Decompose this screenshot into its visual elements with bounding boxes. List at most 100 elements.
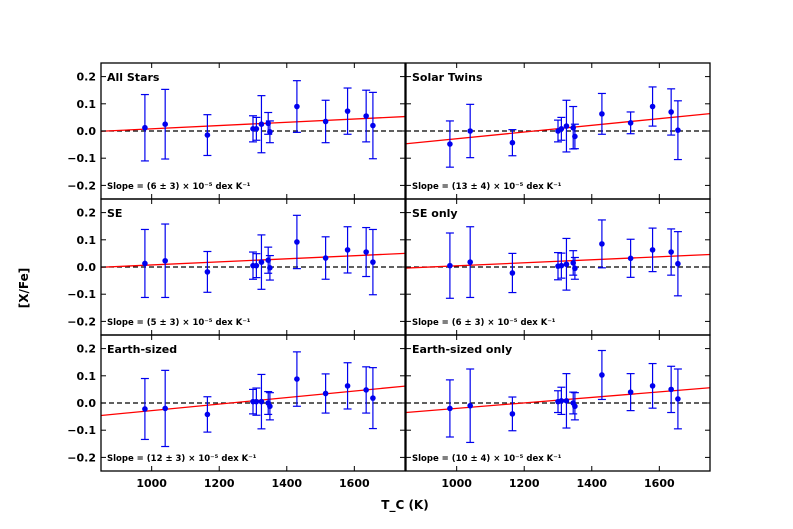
data-point: [322, 390, 329, 397]
data-point: [447, 405, 453, 412]
x-tick-label: 1400: [271, 477, 302, 490]
data-point: [204, 269, 211, 275]
panel-data: [101, 214, 405, 299]
data-point: [258, 121, 265, 127]
y-tick-label: 0.2: [77, 71, 97, 84]
data-point: [363, 387, 369, 393]
data-point: [267, 403, 273, 410]
y-tick-label: 0.2: [77, 207, 97, 220]
data-point: [467, 402, 473, 409]
y-tick-label: 0.0: [77, 397, 97, 410]
data-point: [668, 249, 674, 255]
data-point: [162, 257, 168, 264]
slope-annotation: Slope = (6 ± 3) × 10⁻⁵ dex K⁻¹: [107, 182, 251, 192]
panel: 1000 1200 1400 1600 Earth-sized only Slope = …: [405, 334, 711, 490]
data-point: [572, 403, 578, 410]
y-tick-label: 0.1: [77, 370, 97, 383]
data-point: [162, 405, 168, 412]
y-tick-label: −0.1: [67, 424, 96, 437]
data-point: [563, 261, 570, 268]
data-point: [572, 265, 578, 272]
y-tick-label: 0.2: [77, 343, 97, 356]
panel-data: [406, 86, 710, 168]
panel-title: Earth-sized only: [412, 343, 512, 356]
y-tick-label: 0.0: [77, 125, 97, 138]
data-point: [627, 255, 634, 262]
data-point: [253, 398, 260, 405]
data-point: [162, 121, 168, 127]
data-point: [363, 249, 369, 255]
data-point: [558, 262, 565, 269]
data-point: [253, 126, 260, 132]
data-point: [572, 133, 578, 140]
data-point: [668, 109, 674, 115]
data-point: [447, 141, 453, 147]
data-point: [363, 113, 369, 119]
y-tick-label: −0.2: [67, 179, 96, 192]
data-point: [344, 247, 351, 253]
panel-data: [406, 349, 710, 444]
y-axis-label: [X/Fe]: [17, 268, 31, 308]
x-tick-label: 1200: [509, 477, 540, 490]
data-point: [370, 259, 376, 265]
data-point: [563, 123, 570, 129]
data-point: [294, 103, 300, 110]
data-point: [267, 129, 273, 135]
data-point: [675, 260, 681, 267]
data-point: [668, 386, 674, 393]
panel-title: Solar Twins: [412, 71, 483, 84]
x-tick-label: 1600: [644, 477, 675, 490]
data-point: [344, 383, 351, 389]
data-point: [599, 241, 605, 247]
data-point: [509, 139, 516, 146]
panel-title: All Stars: [107, 71, 160, 84]
data-point: [467, 128, 473, 134]
data-point: [322, 118, 329, 125]
data-point: [294, 376, 300, 382]
data-point: [294, 239, 300, 245]
data-point: [599, 111, 605, 117]
data-point: [467, 259, 473, 265]
data-point: [258, 259, 265, 265]
x-tick-label: 1200: [204, 477, 235, 490]
data-point: [447, 262, 453, 269]
y-tick-label: −0.2: [67, 451, 96, 464]
data-point: [204, 132, 211, 138]
panel-data: [101, 80, 405, 162]
data-point: [627, 120, 634, 126]
y-tick-label: 0.1: [77, 234, 97, 247]
data-point: [509, 411, 516, 417]
data-point: [142, 124, 148, 131]
panel: −0.2 −0.1 0.0 0.1 0.2 All Stars Slope = (6 ± 3…: [67, 62, 406, 200]
panel: Solar Twins Slope = (13 ± 4) × 10⁻⁵ dex K…: [405, 62, 711, 200]
slope-annotation: Slope = (10 ± 4) × 10⁻⁵ dex K⁻¹: [412, 454, 562, 464]
slope-annotation: Slope = (13 ± 4) × 10⁻⁵ dex K⁻¹: [412, 182, 562, 192]
data-point: [322, 255, 329, 261]
data-point: [142, 406, 148, 412]
y-tick-label: −0.2: [67, 315, 96, 328]
panel-data: [101, 351, 405, 448]
panel: −0.2 −0.1 0.0 0.1 0.2 SE Slope = (5 ± 3) × 10⁻…: [67, 198, 406, 336]
slope-annotation: Slope = (12 ± 3) × 10⁻⁵ dex K⁻¹: [107, 454, 257, 464]
data-point: [267, 265, 273, 271]
data-point: [344, 108, 351, 114]
x-tick-label: 1000: [441, 477, 472, 490]
y-tick-label: 0.0: [77, 261, 97, 274]
x-tick-label: 1600: [339, 477, 370, 490]
data-point: [253, 262, 260, 269]
panel: −0.2 −0.1 0.0 0.1 0.2 1000 1200 1400 1600 Earth-s…: [67, 334, 406, 490]
panel-data: [406, 219, 710, 299]
slope-annotation: Slope = (5 ± 3) × 10⁻⁵ dex K⁻¹: [107, 318, 251, 328]
slope-annotation: Slope = (6 ± 3) × 10⁻⁵ dex K⁻¹: [412, 318, 556, 328]
data-point: [649, 103, 656, 110]
data-point: [675, 396, 681, 402]
y-tick-label: −0.1: [67, 152, 96, 165]
data-point: [258, 398, 265, 405]
data-point: [599, 372, 605, 378]
data-point: [558, 398, 565, 404]
x-tick-label: 1000: [136, 477, 167, 490]
data-point: [204, 411, 211, 418]
data-point: [627, 389, 634, 395]
panel-title: SE only: [412, 207, 458, 220]
